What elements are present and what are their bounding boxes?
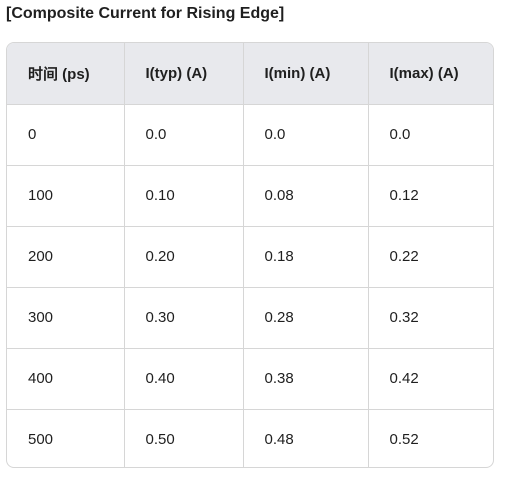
cell-i-typ: 0.50	[124, 409, 244, 467]
cell-i-typ: 0.20	[124, 226, 244, 288]
table-row: 500 0.50 0.48 0.52	[7, 409, 493, 467]
cell-i-typ: 0.0	[124, 104, 244, 166]
header-i-typ: I(typ) (A)	[124, 43, 244, 105]
header-i-max: I(max) (A)	[368, 43, 493, 105]
cell-i-max: 0.42	[368, 348, 493, 410]
table-row: 200 0.20 0.18 0.22	[7, 226, 493, 288]
cell-time: 300	[7, 287, 125, 349]
table-row: 300 0.30 0.28 0.32	[7, 287, 493, 349]
cell-i-typ: 0.40	[124, 348, 244, 410]
cell-i-max: 0.52	[389, 431, 419, 449]
table-row: 400 0.40 0.38 0.42	[7, 348, 493, 410]
cell-i-max: 0.22	[368, 226, 493, 288]
table-row: 0 0.0 0.0 0.0	[7, 104, 493, 166]
table-title: [Composite Current for Rising Edge]	[6, 5, 285, 22]
cell-i-min: 0.08	[243, 165, 369, 227]
cell-i-min: 0.18	[243, 226, 369, 288]
cell-i-min: 0.38	[243, 348, 369, 410]
cell-time: 400	[7, 348, 125, 410]
cell-time: 500	[7, 409, 125, 467]
composite-current-table: 时间 (ps) I(typ) (A) I(min) (A) I(max) (A)…	[7, 43, 493, 467]
cell-i-typ: 0.30	[124, 287, 244, 349]
cell-i-max: 0.32	[368, 287, 493, 349]
cell-i-min: 0.28	[243, 287, 369, 349]
table-row: 100 0.10 0.08 0.12	[7, 165, 493, 227]
cell-i-max: 0.12	[368, 165, 493, 227]
cell-i-max: 0.0	[368, 104, 493, 166]
header-time: 时间 (ps)	[7, 43, 125, 105]
data-table-container: 时间 (ps) I(typ) (A) I(min) (A) I(max) (A)…	[6, 42, 494, 468]
cell-time: 100	[7, 165, 125, 227]
cell-time: 0	[7, 104, 125, 166]
cell-i-min: 0.0	[243, 104, 369, 166]
cell-i-typ: 0.10	[124, 165, 244, 227]
cell-time: 200	[7, 226, 125, 288]
cell-i-min: 0.48	[243, 409, 369, 467]
header-i-min: I(min) (A)	[243, 43, 369, 105]
table-header-row: 时间 (ps) I(typ) (A) I(min) (A) I(max) (A)	[7, 43, 493, 105]
